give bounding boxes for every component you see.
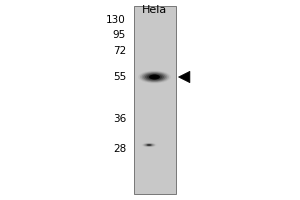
- Text: 36: 36: [113, 114, 126, 124]
- Ellipse shape: [140, 71, 169, 83]
- Ellipse shape: [146, 144, 153, 146]
- Polygon shape: [178, 71, 190, 83]
- Ellipse shape: [148, 75, 160, 79]
- Ellipse shape: [147, 144, 152, 146]
- Ellipse shape: [138, 71, 171, 83]
- Ellipse shape: [152, 76, 157, 78]
- Ellipse shape: [144, 143, 154, 147]
- Ellipse shape: [147, 144, 151, 146]
- Text: 95: 95: [113, 30, 126, 40]
- Ellipse shape: [149, 75, 160, 79]
- Ellipse shape: [145, 144, 154, 146]
- Ellipse shape: [145, 73, 164, 81]
- Bar: [134, 6, 176, 194]
- Text: 28: 28: [113, 144, 126, 154]
- Text: 72: 72: [113, 46, 126, 56]
- Ellipse shape: [146, 144, 152, 146]
- Ellipse shape: [143, 73, 166, 81]
- Ellipse shape: [150, 75, 159, 79]
- Text: 55: 55: [113, 72, 126, 82]
- Ellipse shape: [142, 72, 167, 82]
- Text: 130: 130: [106, 15, 126, 25]
- Ellipse shape: [147, 74, 162, 80]
- Text: Hela: Hela: [142, 5, 167, 15]
- Ellipse shape: [143, 143, 155, 147]
